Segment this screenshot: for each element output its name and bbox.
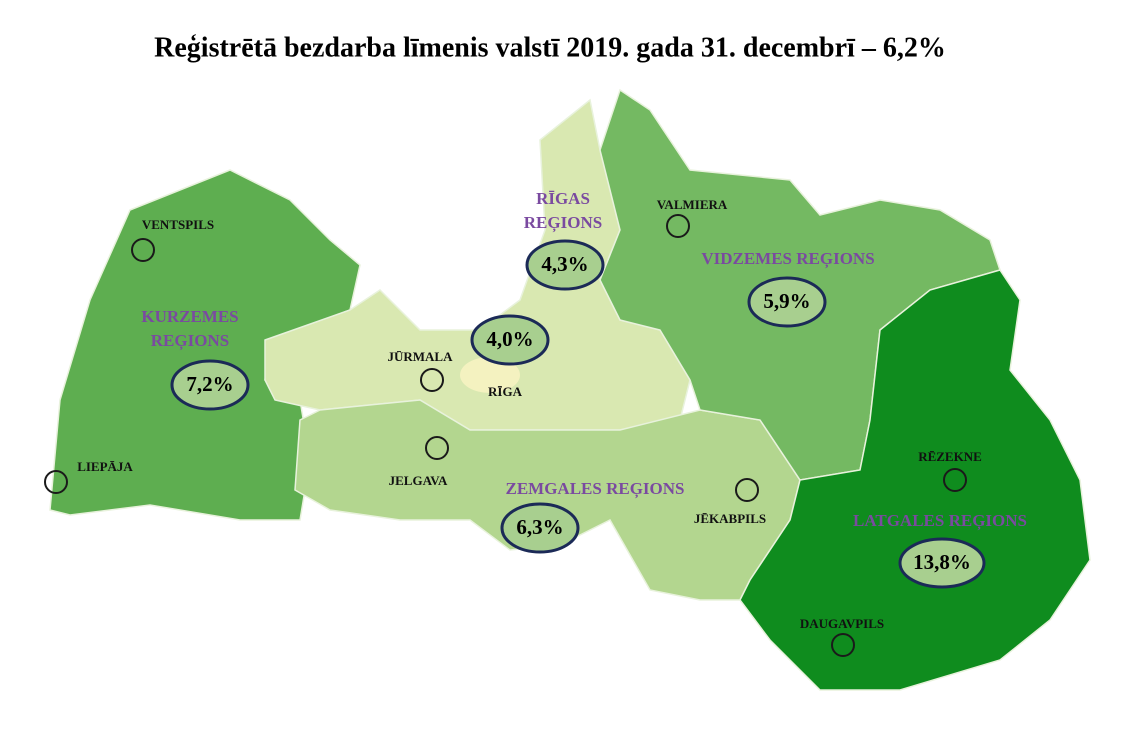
city-name: VENTSPILS [142, 217, 214, 232]
city-marker [831, 633, 855, 657]
region-name: KURZEMES [141, 307, 238, 326]
region-name: RĪGAS [536, 189, 590, 208]
city-name: DAUGAVPILS [800, 616, 884, 631]
rate-label: 5,9% [763, 289, 810, 313]
city-name: RĪGA [488, 384, 523, 399]
rate-badge [470, 314, 550, 366]
city-marker [44, 470, 68, 494]
rate-badge [500, 502, 580, 554]
rate-badge [898, 537, 986, 589]
zemgale-shape [294, 399, 801, 601]
city-name: JĒKABPILS [694, 511, 766, 526]
rate-label: 4,0% [486, 327, 533, 351]
region-name: REĢIONS [524, 213, 602, 233]
city-name: LIEPĀJA [77, 459, 133, 474]
regions-shapes [49, 88, 1091, 691]
rate-label: 7,2% [186, 372, 233, 396]
rate-badge [170, 359, 250, 411]
labels: KURZEMES REĢIONS 7,2% RĪGAS REĢIONS 4,3% VIDZE… [44, 189, 1027, 657]
latgale-shape [739, 269, 1091, 691]
region-name: REĢIONS [151, 331, 229, 351]
rate-label: 13,8% [913, 550, 971, 574]
city-marker [420, 368, 444, 392]
city-marker [666, 214, 690, 238]
region-name: ZEMGALES REĢIONS [505, 479, 684, 499]
city-marker [943, 468, 967, 492]
rate-badge [747, 276, 827, 328]
city-name: VALMIERA [657, 197, 728, 212]
region-name: VIDZEMES REĢIONS [701, 249, 874, 269]
rate-badge [525, 239, 605, 291]
title: Reģistrētā bezdarba līmenis valstī 2019.… [154, 32, 946, 63]
city-marker [425, 436, 449, 460]
riga-city-shape [460, 357, 520, 393]
city-name: RĒZEKNE [918, 449, 982, 464]
city-name: JŪRMALA [388, 349, 454, 364]
region-name: LATGALES REĢIONS [853, 511, 1027, 531]
rate-label: 4,3% [541, 252, 588, 276]
city-name: JELGAVA [389, 473, 448, 488]
city-marker [131, 238, 155, 262]
city-marker [735, 478, 759, 502]
rate-label: 6,3% [516, 515, 563, 539]
